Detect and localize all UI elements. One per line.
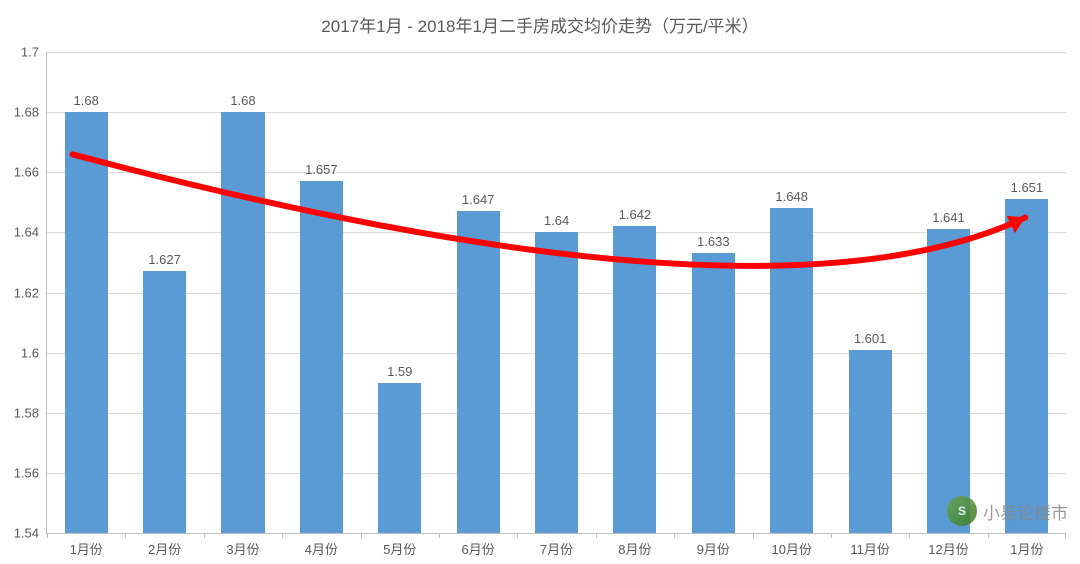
bar-slot: 1.6339月份 [674, 52, 752, 533]
ytick-label: 1.62 [14, 285, 47, 300]
bar: 1.633 [692, 253, 735, 533]
bar-value-label: 1.633 [697, 234, 730, 253]
bar: 1.627 [143, 271, 186, 533]
xtick-mark [674, 533, 675, 538]
bars-group: 1.681月份1.6272月份1.683月份1.6574月份1.595月份1.6… [47, 52, 1066, 533]
bar-slot: 1.6574月份 [282, 52, 360, 533]
bar: 1.601 [849, 350, 892, 533]
bar: 1.68 [221, 112, 264, 533]
bar: 1.648 [770, 208, 813, 533]
chart-container: 2017年1月 - 2018年1月二手房成交均价走势（万元/平米） 1.541.… [0, 0, 1080, 564]
xtick-mark [596, 533, 597, 538]
xtick-label: 1月份 [70, 533, 103, 558]
ytick-label: 1.7 [21, 45, 47, 60]
bar: 1.64 [535, 232, 578, 533]
watermark: S 小易论楼市 [947, 496, 1068, 526]
ytick-label: 1.58 [14, 405, 47, 420]
bar: 1.642 [613, 226, 656, 533]
ytick-label: 1.54 [14, 526, 47, 541]
bar-value-label: 1.642 [619, 207, 652, 226]
bar-value-label: 1.64 [544, 213, 569, 232]
bar-slot: 1.6511月份 [988, 52, 1066, 533]
bar-slot: 1.681月份 [47, 52, 125, 533]
plot-area: 1.541.561.581.61.621.641.661.681.7 1.681… [46, 52, 1066, 534]
bar-value-label: 1.641 [932, 210, 965, 229]
ytick-label: 1.56 [14, 465, 47, 480]
bar: 1.641 [927, 229, 970, 533]
bar-slot: 1.64112月份 [909, 52, 987, 533]
xtick-mark [47, 533, 48, 538]
xtick-label: 4月份 [305, 533, 338, 558]
xtick-label: 11月份 [850, 533, 890, 558]
xtick-mark [909, 533, 910, 538]
bar-value-label: 1.68 [74, 93, 99, 112]
bar-slot: 1.6272月份 [125, 52, 203, 533]
ytick-label: 1.66 [14, 165, 47, 180]
chart-title: 2017年1月 - 2018年1月二手房成交均价走势（万元/平米） [0, 12, 1080, 37]
ytick-label: 1.68 [14, 105, 47, 120]
bar-value-label: 1.657 [305, 162, 338, 181]
watermark-avatar-icon: S [947, 496, 977, 526]
xtick-mark [439, 533, 440, 538]
bar: 1.68 [65, 112, 108, 533]
bar-value-label: 1.68 [230, 93, 255, 112]
xtick-label: 10月份 [771, 533, 811, 558]
bar-slot: 1.595月份 [361, 52, 439, 533]
xtick-label: 5月份 [383, 533, 416, 558]
xtick-mark [361, 533, 362, 538]
bar-value-label: 1.648 [775, 189, 808, 208]
bar-slot: 1.64810月份 [753, 52, 831, 533]
bar: 1.657 [300, 181, 343, 533]
xtick-mark [204, 533, 205, 538]
xtick-mark [831, 533, 832, 538]
watermark-text: 小易论楼市 [983, 499, 1068, 524]
xtick-label: 12月份 [928, 533, 968, 558]
xtick-mark [125, 533, 126, 538]
xtick-mark [753, 533, 754, 538]
xtick-label: 6月份 [462, 533, 495, 558]
bar-slot: 1.6428月份 [596, 52, 674, 533]
xtick-mark [517, 533, 518, 538]
bar-value-label: 1.601 [854, 331, 887, 350]
bar-value-label: 1.59 [387, 364, 412, 383]
bar-value-label: 1.627 [148, 252, 181, 271]
xtick-mark [1065, 533, 1066, 538]
ytick-label: 1.6 [21, 345, 47, 360]
xtick-label: 7月份 [540, 533, 573, 558]
xtick-label: 3月份 [226, 533, 259, 558]
xtick-mark [282, 533, 283, 538]
bar-value-label: 1.647 [462, 192, 495, 211]
xtick-mark [988, 533, 989, 538]
bar: 1.647 [457, 211, 500, 533]
ytick-label: 1.64 [14, 225, 47, 240]
bar-slot: 1.6476月份 [439, 52, 517, 533]
xtick-label: 9月份 [697, 533, 730, 558]
bar-value-label: 1.651 [1011, 180, 1044, 199]
bar-slot: 1.683月份 [204, 52, 282, 533]
bar-slot: 1.60111月份 [831, 52, 909, 533]
bar-slot: 1.647月份 [517, 52, 595, 533]
bar: 1.59 [378, 383, 421, 533]
xtick-label: 2月份 [148, 533, 181, 558]
bar: 1.651 [1005, 199, 1048, 533]
xtick-label: 8月份 [618, 533, 651, 558]
xtick-label: 1月份 [1010, 533, 1043, 558]
